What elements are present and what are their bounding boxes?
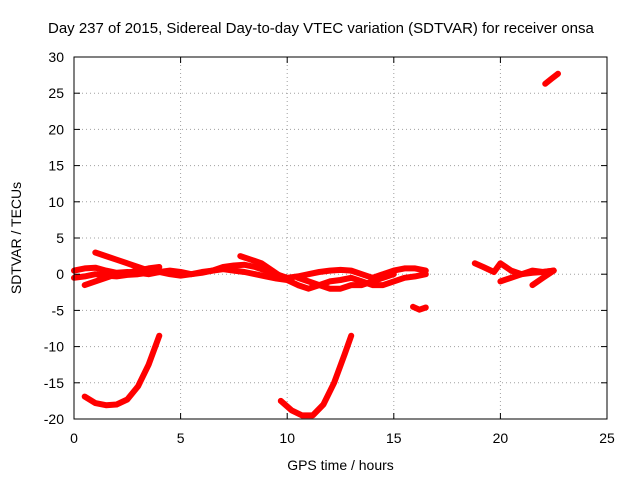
series-line-arc-6 — [294, 271, 397, 292]
series-line-arc-8 — [277, 332, 355, 419]
series-layer — [71, 70, 561, 419]
y-tick-label: 0 — [56, 266, 64, 282]
chart-title: Day 237 of 2015, Sidereal Day-to-day VTE… — [48, 20, 594, 37]
series-line-arc-4 — [237, 253, 295, 285]
y-tick-label: -20 — [44, 411, 64, 427]
ticks-layer: 0 5 10 15 20 25 -20 -15 -10 -5 0 5 10 15 20 25 30 — [44, 49, 615, 446]
y-tick-label: 10 — [48, 194, 64, 210]
x-axis-label: GPS time / hours — [287, 457, 394, 473]
series-line-arc-9 — [410, 303, 429, 313]
series-line-arc-13 — [542, 70, 561, 87]
y-tick-label: 20 — [48, 121, 64, 137]
y-axis-label: SDTVAR / TECUs — [8, 182, 24, 294]
y-tick-label: 15 — [48, 158, 64, 174]
x-tick-label: 15 — [386, 430, 402, 446]
x-tick-label: 10 — [279, 430, 295, 446]
y-tick-label: 25 — [48, 85, 64, 101]
y-tick-label: -5 — [52, 302, 65, 318]
y-tick-label: 5 — [56, 230, 64, 246]
series-line-arc-11 — [497, 267, 557, 285]
x-tick-label: 20 — [493, 430, 509, 446]
x-tick-label: 25 — [599, 430, 615, 446]
series-line-arc-7 — [81, 332, 163, 409]
x-tick-label: 5 — [177, 430, 185, 446]
y-tick-label: 30 — [48, 49, 64, 65]
x-tick-label: 0 — [70, 430, 78, 446]
y-tick-label: -10 — [44, 339, 64, 355]
y-tick-label: -15 — [44, 375, 64, 391]
series-line-arc-12 — [529, 267, 557, 289]
series-line-arc-5 — [81, 264, 163, 289]
